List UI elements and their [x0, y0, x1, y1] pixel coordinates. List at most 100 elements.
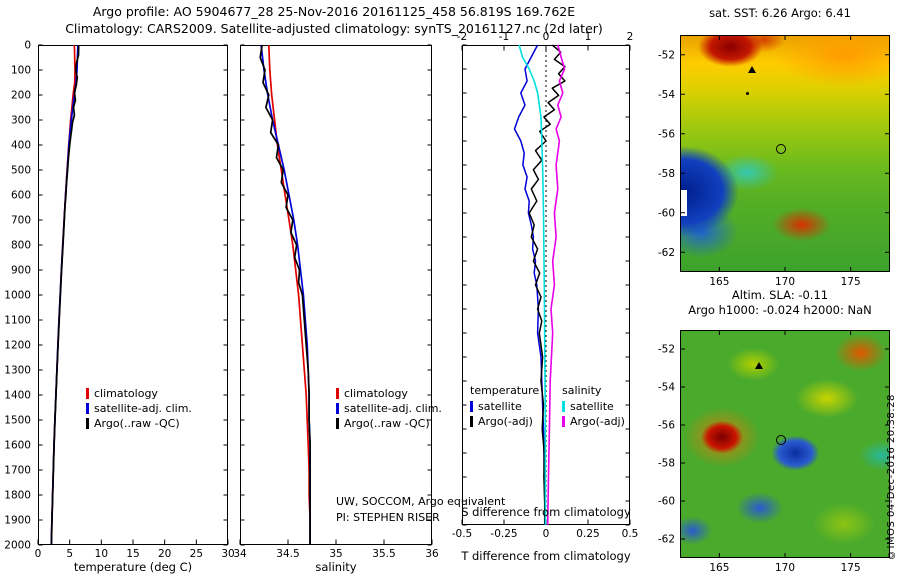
legend-item-satellite-t: satellite — [470, 399, 539, 414]
svg-text:-62: -62 — [658, 534, 675, 546]
svg-text:-60: -60 — [658, 496, 675, 508]
svg-text:-56: -56 — [658, 128, 675, 140]
svg-text:1100: 1100 — [4, 315, 31, 327]
argo-adj-s-line-swatch — [562, 416, 565, 427]
temperature-axis-label: temperature (deg C) — [73, 560, 193, 574]
salinity-profile-panel: 34 34.5 35 35.5 36 — [233, 44, 439, 560]
svg-text:170: 170 — [775, 562, 795, 574]
argo-raw-line-swatch — [86, 418, 89, 429]
figure-subtitle: Climatology: CARS2009. Satellite-adjuste… — [65, 21, 603, 36]
sla-reference-triangle-marker — [755, 362, 763, 369]
svg-text:2: 2 — [627, 31, 634, 43]
svg-text:5: 5 — [66, 548, 73, 560]
svg-text:0: 0 — [24, 40, 31, 52]
sla-map — [680, 330, 890, 558]
svg-text:165: 165 — [709, 276, 729, 288]
svg-text:35.5: 35.5 — [372, 548, 395, 560]
legend-item-climatology: climatology — [336, 386, 442, 401]
legend-label: satellite — [478, 400, 522, 413]
sst-map-title: sat. SST: 6.26 Argo: 6.41 — [709, 6, 851, 20]
sla-map-axes: 165 170 175 -52 -54 -56 -58 -60 -62 — [658, 330, 890, 574]
svg-text:0: 0 — [543, 31, 550, 43]
legend-item-satellite-adj: satellite-adj. clim. — [336, 401, 442, 416]
svg-text:-0.25: -0.25 — [490, 528, 517, 540]
svg-text:400: 400 — [11, 140, 31, 152]
credit-block: UW, SOCCOM, Argo equivalent PI: STEPHEN … — [336, 494, 505, 526]
legend-label: Argo(..raw -QC) — [94, 417, 180, 430]
legend-label: satellite — [570, 400, 614, 413]
svg-text:-0.5: -0.5 — [452, 528, 473, 540]
svg-text:100: 100 — [11, 65, 31, 77]
legend-item-argo-raw: Argo(..raw -QC) — [86, 416, 192, 431]
sla-map-title-2: Argo h1000: -0.024 h2000: NaN — [688, 303, 872, 317]
svg-text:-52: -52 — [658, 49, 675, 61]
legend-label: climatology — [344, 387, 408, 400]
climatology-line-swatch — [336, 388, 339, 399]
temperature-legend: climatology satellite-adj. clim. Argo(..… — [86, 386, 192, 431]
s-difference-legend: salinity satellite Argo(-adj) — [562, 383, 625, 429]
t-difference-axis-label: T difference from climatology — [461, 549, 631, 563]
svg-text:34.5: 34.5 — [276, 548, 299, 560]
sla-map-title-1: Altim. SLA: -0.11 — [731, 288, 829, 302]
legend-header-salinity: salinity — [562, 384, 602, 397]
legend-item-climatology: climatology — [86, 386, 192, 401]
sst-float-location-marker — [776, 144, 786, 154]
svg-text:35: 35 — [329, 548, 342, 560]
svg-text:175: 175 — [841, 562, 861, 574]
svg-text:36: 36 — [425, 548, 439, 560]
sst-map-axes: 165 170 175 -52 -54 -56 -58 -60 -62 — [658, 35, 890, 288]
svg-text:30: 30 — [221, 548, 234, 560]
svg-text:1300: 1300 — [4, 365, 31, 377]
t-difference-legend: temperature satellite Argo(-adj) — [470, 383, 539, 429]
svg-text:-58: -58 — [658, 458, 675, 470]
svg-text:500: 500 — [11, 165, 31, 177]
svg-text:-54: -54 — [658, 382, 675, 394]
svg-text:10: 10 — [95, 548, 108, 560]
satellite-t-line-swatch — [470, 401, 473, 412]
svg-text:1200: 1200 — [4, 340, 31, 352]
svg-text:34: 34 — [233, 548, 247, 560]
svg-text:1700: 1700 — [4, 465, 31, 477]
svg-text:-56: -56 — [658, 420, 675, 432]
sst-map — [680, 35, 890, 272]
svg-text:15: 15 — [126, 548, 139, 560]
svg-text:1900: 1900 — [4, 515, 31, 527]
sst-missing-data-patch — [680, 190, 687, 216]
argo-raw-line-swatch — [336, 418, 339, 429]
svg-text:300: 300 — [11, 115, 31, 127]
legend-label: climatology — [94, 387, 158, 400]
svg-text:1000: 1000 — [4, 290, 31, 302]
svg-text:2000: 2000 — [4, 540, 31, 552]
imos-watermark: ©IMOS 04-Dec-2016 20:38:28 — [886, 394, 897, 560]
svg-text:1400: 1400 — [4, 390, 31, 402]
legend-label: satellite-adj. clim. — [344, 402, 442, 415]
svg-text:1600: 1600 — [4, 440, 31, 452]
legend-label: Argo(..raw -QC) — [344, 417, 430, 430]
svg-text:1500: 1500 — [4, 415, 31, 427]
svg-text:900: 900 — [11, 265, 31, 277]
satellite-s-line-swatch — [562, 401, 565, 412]
climatology-line-swatch — [86, 388, 89, 399]
sla-float-location-marker — [776, 435, 786, 445]
svg-text:-58: -58 — [658, 168, 675, 180]
legend-header-temperature: temperature — [470, 384, 540, 397]
svg-text:0.5: 0.5 — [622, 528, 639, 540]
salinity-axis-label: salinity — [315, 560, 357, 574]
svg-text:-60: -60 — [658, 207, 675, 219]
legend-item-argo-adj-s: Argo(-adj) — [562, 414, 625, 429]
svg-text:0.25: 0.25 — [576, 528, 599, 540]
svg-text:-1: -1 — [499, 31, 509, 43]
legend-item-satellite-adj: satellite-adj. clim. — [86, 401, 192, 416]
argo-adj-t-line-swatch — [470, 416, 473, 427]
svg-text:165: 165 — [709, 562, 729, 574]
svg-text:0: 0 — [35, 548, 42, 560]
legend-item-satellite-s: satellite — [562, 399, 625, 414]
legend-label: satellite-adj. clim. — [94, 402, 192, 415]
difference-profile-panel: -0.5 -0.25 0 0.25 0.5 -2 -1 0 1 2 — [452, 31, 639, 540]
salinity-legend: climatology satellite-adj. clim. Argo(..… — [336, 386, 442, 431]
satellite-adj-line-swatch — [336, 403, 339, 414]
svg-text:800: 800 — [11, 240, 31, 252]
svg-text:25: 25 — [190, 548, 203, 560]
figure-title: Argo profile: AO 5904677_28 25-Nov-2016 … — [92, 4, 576, 19]
